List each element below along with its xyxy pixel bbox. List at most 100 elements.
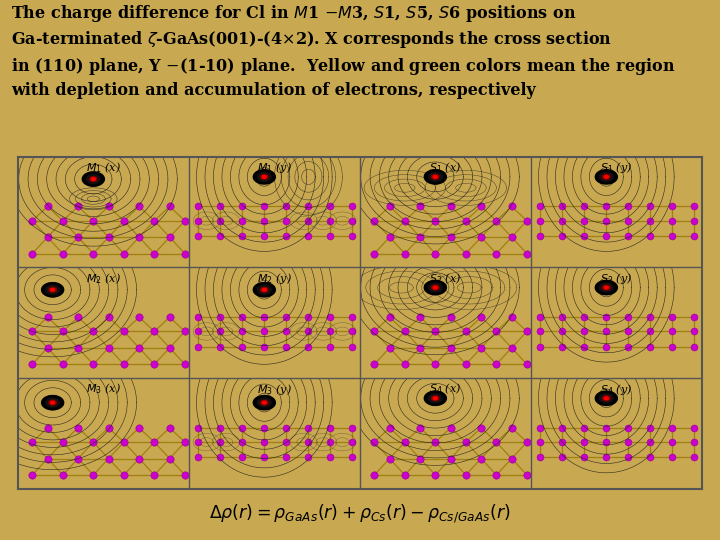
Point [281,313,292,321]
Polygon shape [91,178,95,180]
Point [667,327,678,336]
Polygon shape [258,399,271,407]
Point [369,360,380,369]
Point [579,423,590,432]
Point [325,327,336,336]
Point [72,454,84,463]
Point [192,232,204,240]
Point [399,327,410,336]
Point [258,453,270,462]
Point [579,342,590,351]
Point [148,217,160,225]
Point [179,471,191,480]
Polygon shape [603,174,610,179]
Point [42,233,53,241]
Point [103,233,114,241]
Polygon shape [431,396,439,401]
Point [506,423,518,432]
Point [384,233,395,241]
Point [667,423,678,432]
Polygon shape [431,285,439,290]
Point [475,233,487,241]
Point [103,423,114,432]
Point [445,423,456,432]
Point [369,438,380,447]
Point [506,454,518,463]
Point [164,423,176,432]
Polygon shape [433,176,437,178]
Polygon shape [42,282,63,297]
Polygon shape [253,395,275,410]
Point [237,342,248,351]
Point [414,454,426,463]
Point [42,202,53,211]
Point [399,471,410,480]
Polygon shape [424,280,446,295]
Point [579,232,590,240]
Point [399,249,410,258]
Point [133,423,145,432]
Point [521,438,533,447]
Point [347,327,359,336]
Point [460,327,472,336]
Point [192,313,204,321]
Point [302,327,314,336]
Polygon shape [262,401,266,404]
Point [281,217,292,225]
Point [430,438,441,447]
Point [42,313,53,321]
Point [399,360,410,369]
Point [445,313,456,321]
Point [644,453,656,462]
Polygon shape [46,285,60,294]
Point [557,202,568,211]
Point [148,249,160,258]
Point [475,343,487,352]
Polygon shape [604,176,608,178]
Point [164,202,176,211]
Point [490,249,502,258]
Point [325,453,336,462]
Point [192,342,204,351]
Point [258,423,270,432]
Point [179,327,191,336]
Point [148,327,160,336]
Point [600,453,612,462]
Point [164,313,176,321]
Point [237,217,248,225]
Point [579,438,590,447]
Point [237,313,248,321]
Point [475,423,487,432]
Text: $\mathit{S}_1$ (x): $\mathit{S}_1$ (x) [429,160,462,175]
Point [215,342,226,351]
Point [557,342,568,351]
Polygon shape [82,172,104,186]
Point [623,423,634,432]
Point [258,217,270,225]
Point [600,217,612,225]
Point [192,438,204,447]
Polygon shape [46,399,60,407]
Point [521,471,533,480]
Point [623,453,634,462]
Text: $\mathit{S}_1$ (y): $\mathit{S}_1$ (y) [600,160,633,176]
Point [369,327,380,336]
Polygon shape [49,287,56,292]
Point [490,360,502,369]
Point [667,313,678,321]
Text: $\mathit{M}_2$ (x): $\mathit{M}_2$ (x) [86,271,121,286]
Point [534,232,546,240]
Point [600,438,612,447]
Point [414,233,426,241]
Point [623,327,634,336]
Point [302,232,314,240]
Point [88,360,99,369]
Point [133,343,145,352]
Point [42,454,53,463]
Point [118,438,130,447]
Point [623,438,634,447]
Point [302,217,314,225]
Point [506,313,518,321]
Point [72,313,84,321]
Point [490,217,502,225]
